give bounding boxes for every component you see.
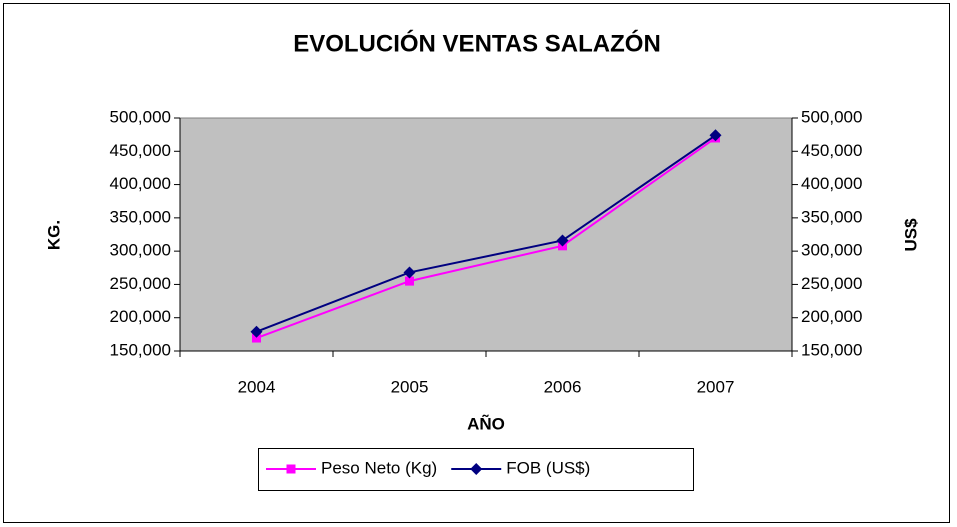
marker xyxy=(250,325,263,338)
y-tick-label: 150,000 xyxy=(110,340,171,359)
y2-tick-label: 250,000 xyxy=(801,274,862,293)
y-tick-label: 400,000 xyxy=(110,174,171,193)
legend-label: Peso Neto (Kg) xyxy=(321,458,437,477)
y2-tick-label: 450,000 xyxy=(801,141,862,160)
x-tick-label: 2004 xyxy=(238,377,276,396)
y2-axis-label: US$ xyxy=(901,218,920,252)
y-tick-label: 200,000 xyxy=(110,307,171,326)
chart-title: EVOLUCIÓN VENTAS SALAZÓN xyxy=(293,29,661,57)
y-tick-label: 350,000 xyxy=(110,207,171,226)
legend-label: FOB (US$) xyxy=(506,458,590,477)
marker xyxy=(252,333,261,343)
x-tick-label: 2007 xyxy=(697,377,735,396)
marker xyxy=(286,464,296,474)
x-tick-label: 2005 xyxy=(391,377,429,396)
marker xyxy=(405,276,414,286)
y2-tick-label: 350,000 xyxy=(801,207,862,226)
y-tick-label: 300,000 xyxy=(110,241,171,260)
marker xyxy=(470,463,483,475)
series-line xyxy=(256,137,717,339)
marker xyxy=(556,234,569,247)
plot-area xyxy=(179,117,793,352)
y2-tick-label: 300,000 xyxy=(801,241,862,260)
x-axis-label: AÑO xyxy=(467,413,505,433)
y2-tick-label: 400,000 xyxy=(801,174,862,193)
y-tick-label: 250,000 xyxy=(110,274,171,293)
x-tick-label: 2006 xyxy=(544,377,582,396)
marker xyxy=(709,129,722,142)
y-tick-label: 450,000 xyxy=(110,141,171,160)
y-axis-label: KG. xyxy=(44,220,63,250)
series-line xyxy=(256,134,717,333)
y-tick-label: 500,000 xyxy=(110,107,171,126)
y2-tick-label: 150,000 xyxy=(801,340,862,359)
marker xyxy=(403,266,416,279)
y2-tick-label: 200,000 xyxy=(801,307,862,326)
y2-tick-label: 500,000 xyxy=(801,107,862,126)
